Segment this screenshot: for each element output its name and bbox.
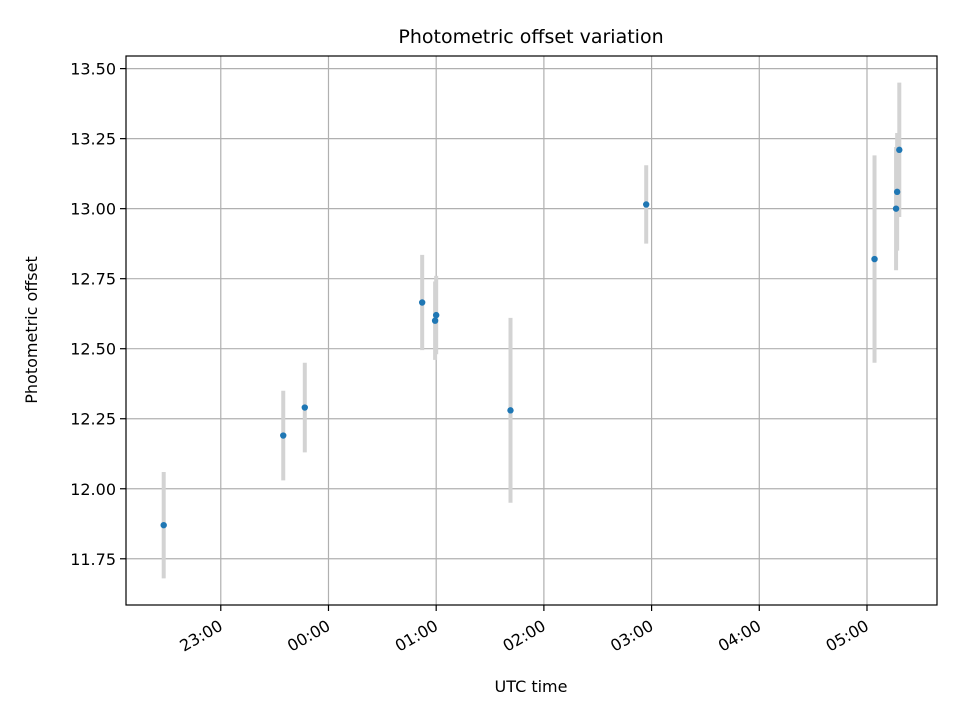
plot-frame	[125, 55, 938, 606]
x-tick-label: 03:00	[607, 616, 656, 656]
y-tick-label: 13.00	[70, 200, 116, 219]
grid	[126, 56, 937, 605]
data-point	[893, 188, 901, 196]
y-tick-label: 12.25	[70, 410, 116, 429]
y-tick-label: 11.75	[70, 550, 116, 569]
data-point	[892, 205, 900, 212]
y-axis: 11.75 12.00 12.25 12.50 12.75 13.00 13.25 13.50	[70, 60, 126, 569]
x-tick-label: 04:00	[715, 616, 764, 656]
y-tick-label: 12.75	[70, 270, 116, 289]
data-point	[432, 311, 440, 319]
x-axis: 23:00 00:00 01:00 02:00 03:00 04:00 05:00	[176, 605, 872, 656]
error-bars	[161, 82, 902, 579]
y-tick-label: 12.50	[70, 340, 116, 359]
data-point	[418, 299, 426, 306]
data-point	[896, 146, 903, 154]
chart-title: Photometric offset variation	[398, 26, 663, 48]
data-point	[871, 255, 878, 263]
y-tick-label: 13.50	[70, 60, 116, 79]
x-tick-label: 23:00	[176, 616, 225, 656]
x-axis-label: UTC time	[495, 677, 568, 696]
x-tick-label: 05:00	[823, 616, 872, 656]
data-point	[643, 201, 650, 208]
data-point	[301, 404, 308, 411]
x-tick-label: 02:00	[499, 616, 548, 656]
y-axis-label: Photometric offset	[22, 256, 41, 404]
x-tick-label: 01:00	[392, 616, 441, 656]
data-point	[431, 317, 439, 324]
data-point	[507, 407, 514, 414]
data-point	[160, 521, 167, 529]
y-tick-label: 12.00	[70, 480, 116, 499]
y-tick-label: 13.25	[70, 130, 116, 149]
data-points	[160, 146, 903, 529]
data-point	[280, 432, 287, 439]
x-tick-label: 00:00	[284, 616, 333, 656]
